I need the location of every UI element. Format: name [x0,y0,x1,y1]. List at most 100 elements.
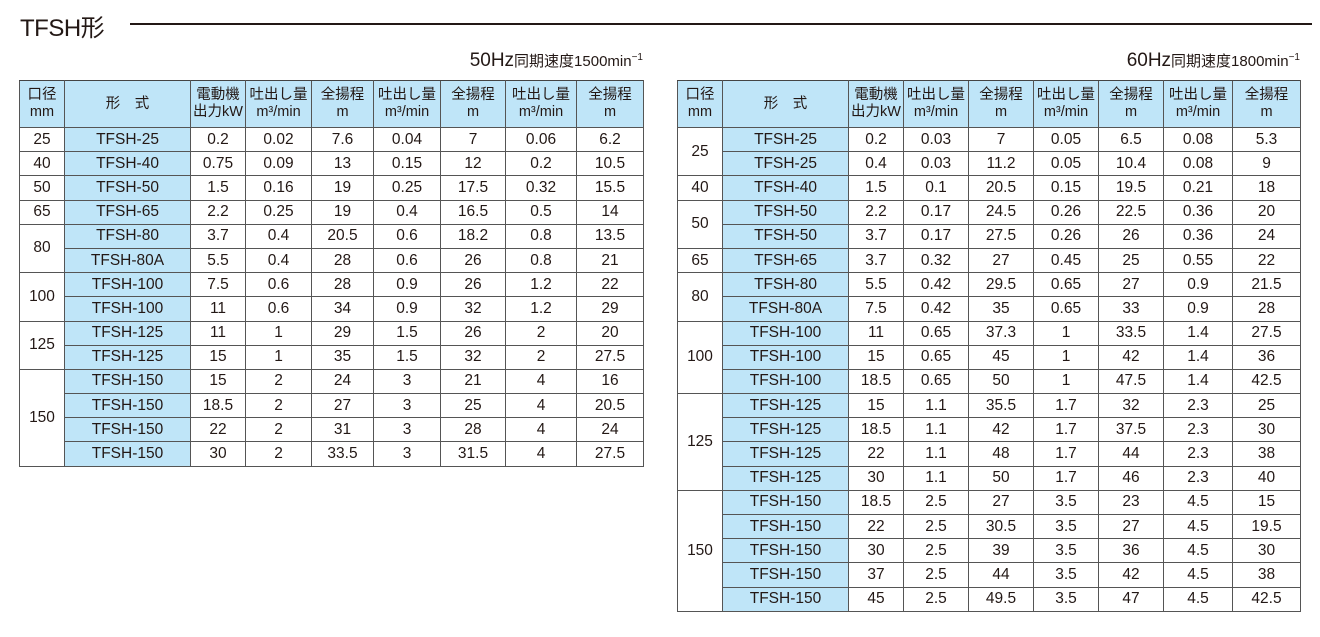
head-cell: 21 [440,368,506,395]
head-cell: 27 [1098,272,1164,298]
size-cell: 125 [677,393,723,491]
table-row: TFSH-150 30 2 33.5 3 31.5 4 27.5 [20,441,644,467]
head-cell: 35.5 [968,393,1034,419]
kw-cell: 3.7 [848,247,904,274]
flow-cell: 0.05 [1033,151,1099,177]
kw-cell: 15 [848,344,904,370]
flow-cell: 0.08 [1163,126,1233,153]
flow-cell: 2.3 [1163,441,1233,467]
header-line: m [994,104,1008,120]
flow-cell: 4.5 [1163,513,1233,540]
table-row: 80 TFSH-80 5.5 0.42 29.5 0.65 27 0.9 21.5 [677,272,1301,322]
size-cell: 125 [19,320,65,370]
header-flow: 吐出し量 m³/min [1033,80,1099,128]
header-line: mm [29,104,55,120]
caption-sup: −1 [631,52,643,63]
header-line: 全揚程 [1244,87,1289,103]
head-cell: 18 [1232,175,1301,201]
kw-cell: 0.75 [190,151,246,177]
flow-cell: 1.4 [1163,320,1233,346]
head-cell: 35 [311,344,374,370]
head-cell: 28 [1232,296,1301,322]
head-cell: 7.6 [311,126,374,153]
head-cell: 20.5 [968,175,1034,201]
header-line: 吐出し量 [907,87,965,103]
kw-cell: 2.2 [848,199,904,225]
head-cell: 15 [1232,489,1301,516]
header-kw: 電動機 出力kW [190,80,246,128]
flow-cell: 1.1 [903,465,969,491]
header-flow: 吐出し量 m³/min [373,80,441,128]
flow-cell: 4 [505,368,577,395]
flow-cell: 0.32 [903,247,969,274]
head-cell: 33 [1098,296,1164,322]
flow-cell: 1 [1033,368,1099,395]
flow-cell: 0.5 [505,199,577,225]
model-cell: TFSH-80A [722,296,849,322]
head-cell: 46 [1098,465,1164,491]
flow-cell: 1.2 [505,272,577,298]
flow-cell: 3.5 [1033,489,1099,516]
flow-cell: 0.36 [1163,223,1233,249]
header-size: 口径 mm [19,80,65,128]
model-cell: TFSH-150 [64,368,191,395]
head-cell: 31 [311,417,374,443]
size-cell: 150 [677,489,723,612]
kw-cell: 11 [190,296,246,322]
header-line: 出力kW [193,104,243,120]
caption-hz: 60Hz [1126,50,1172,71]
flow-cell: 3 [373,393,441,419]
table-row: TFSH-150 22 2 31 3 28 4 24 [20,417,644,443]
model-cell: TFSH-150 [722,538,849,564]
head-cell: 29.5 [968,272,1034,298]
head-cell: 27 [968,489,1034,516]
table-row: TFSH-50 3.7 0.17 27.5 0.26 26 0.36 24 [678,223,1301,249]
head-cell: 26 [440,272,506,298]
header-line: 吐出し量 [249,87,308,103]
flow-cell: 3.5 [1033,513,1099,540]
head-cell: 19 [311,175,374,201]
table-row: TFSH-100 11 0.6 34 0.9 32 1.2 29 [20,296,644,322]
head-cell: 29 [576,296,644,322]
flow-cell: 2.5 [903,562,969,588]
table-row: TFSH-150 18.5 2 27 3 25 4 20.5 [20,393,644,419]
flow-cell: 3.5 [1033,586,1099,612]
flow-cell: 0.4 [245,247,312,274]
model-cell: TFSH-100 [722,320,849,346]
head-cell: 27 [968,247,1034,274]
header-line: mm [687,104,713,120]
model-cell: TFSH-125 [722,393,849,419]
header-head: 全揚程 m [576,80,644,128]
head-cell: 48 [968,441,1034,467]
flow-cell: 0.03 [903,151,969,177]
flow-cell: 0.26 [1033,199,1099,225]
kw-cell: 3.7 [848,223,904,249]
table-row: TFSH-150 22 2.5 30.5 3.5 27 4.5 19.5 [678,513,1301,540]
table-row: 65 TFSH-65 3.7 0.32 27 0.45 25 0.55 22 [677,247,1301,274]
model-cell: TFSH-80 [722,272,849,298]
flow-cell: 0.6 [373,247,441,274]
kw-cell: 7.5 [190,272,246,298]
header-line: 全揚程 [588,87,632,103]
flow-cell: 0.36 [1163,199,1233,225]
kw-cell: 5.5 [190,247,246,274]
flow-cell: 2 [245,368,312,395]
head-cell: 21 [576,247,644,274]
kw-cell: 15 [190,368,246,395]
flow-cell: 1.4 [1163,344,1233,370]
size-cell: 50 [677,199,723,249]
head-cell: 47 [1098,586,1164,612]
kw-cell: 1.5 [848,175,904,201]
flow-cell: 1 [1033,320,1099,346]
flow-cell: 1.1 [903,441,969,467]
flow-cell: 2 [505,320,577,346]
flow-cell: 0.6 [373,223,441,249]
header-line: 全揚程 [979,87,1023,103]
kw-cell: 37 [848,562,904,588]
model-cell: TFSH-150 [722,562,849,588]
head-cell: 20.5 [576,393,644,419]
header-line: m [603,104,617,120]
flow-cell: 0.6 [245,296,312,322]
head-cell: 15.5 [576,175,644,201]
header-head: 全揚程 m [440,80,506,128]
